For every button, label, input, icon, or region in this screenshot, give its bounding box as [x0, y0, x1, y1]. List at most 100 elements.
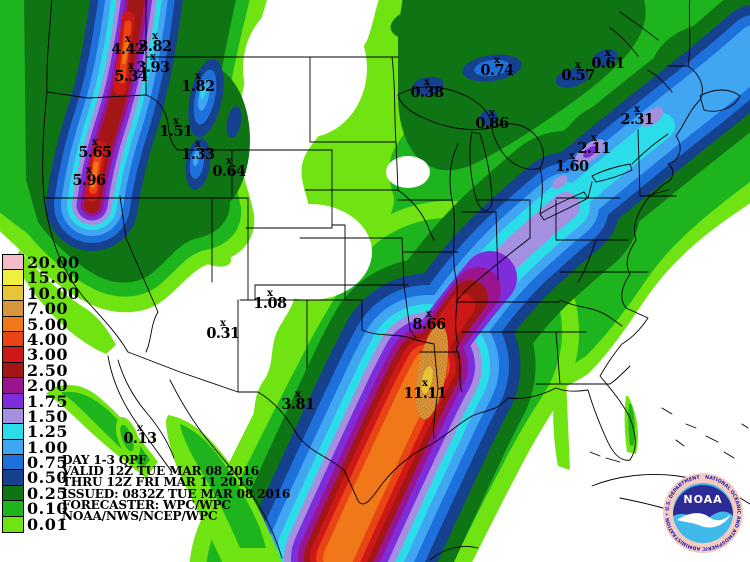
max-point-x-marker: x: [152, 31, 158, 42]
max-point-label: x 11.11: [403, 378, 447, 402]
max-point-label: x 2.11: [577, 133, 611, 156]
max-point-value: 1.33: [181, 146, 215, 163]
max-point-label: x 0.57: [561, 60, 595, 84]
max-point-label: x 5.96: [72, 165, 106, 189]
max-point-value: 1.82: [181, 78, 215, 95]
legend-value: 2.50: [27, 360, 68, 380]
max-point-x-marker: x: [575, 60, 581, 71]
legend-value: 1.00: [27, 437, 68, 457]
max-point-value: 0.38: [410, 84, 444, 101]
max-point-label: x 4.42: [111, 34, 145, 58]
max-point-value: 1.08: [253, 295, 287, 312]
max-point-value: 0.13: [123, 430, 157, 447]
thru-time: THRU 12Z FRI MAR 11 2016: [62, 474, 254, 490]
noaa-logo: NATIONAL OCEANIC AND ATMOSPHERIC ADMINIS…: [663, 473, 743, 553]
agency-line: NOAA/NWS/NCEP/WPC: [62, 508, 218, 524]
legend-value: 5.00: [27, 314, 68, 334]
max-point-value: 8.66: [412, 316, 446, 333]
max-point-label: x 3.93: [136, 52, 170, 76]
max-point-value: 0.74: [480, 62, 514, 79]
max-point-x-marker: x: [424, 77, 430, 88]
max-point-value: 0.57: [561, 67, 595, 84]
max-point-x-marker: x: [267, 288, 273, 299]
max-point-x-marker: x: [173, 116, 179, 127]
max-point-label: x 1.60: [555, 151, 589, 175]
legend-value: 2.00: [27, 376, 68, 396]
legend-value: 1.75: [27, 391, 68, 411]
max-point-label: x 1.51: [159, 116, 193, 140]
noaa-logo-acronym: NOAA: [683, 493, 722, 506]
legend-value: 0.10: [27, 499, 68, 519]
max-point-label: x 0.74: [480, 55, 514, 79]
max-point-label: x 0.64: [212, 156, 246, 180]
max-point-label: x 1.82: [181, 71, 215, 95]
max-point-x-marker: x: [489, 108, 495, 119]
qpf-10in-core: [421, 366, 433, 394]
max-point-value: 0.61: [591, 55, 625, 72]
precip-field-west: [0, 0, 268, 354]
product-title: DAY 1-3 QPF: [62, 452, 147, 467]
max-point-value: 0.31: [206, 325, 240, 342]
legend-value: 0.50: [27, 468, 68, 488]
max-point-value: 1.51: [159, 123, 193, 140]
max-point-x-marker: x: [86, 165, 92, 176]
legend-swatch: [2, 515, 24, 534]
max-point-label: x 0.86: [475, 108, 509, 131]
max-point-x-marker: x: [150, 52, 156, 63]
max-point-x-marker: x: [128, 61, 134, 72]
legend-value: 1.50: [27, 406, 68, 426]
max-point-value: 0.64: [212, 163, 246, 180]
max-point-value: 1.60: [555, 158, 589, 175]
max-point-x-marker: x: [422, 378, 428, 389]
max-point-value: 2.31: [620, 111, 654, 128]
noaa-logo-sky: [673, 485, 733, 520]
max-point-x-marker: x: [494, 55, 500, 66]
max-point-x-marker: x: [220, 318, 226, 329]
legend-value: 3.00: [27, 345, 68, 365]
max-point-value: 3.93: [136, 59, 170, 76]
forecaster-line: FORECASTER: WPC/WPC: [62, 496, 231, 512]
max-point-value: 11.11: [403, 385, 447, 402]
max-point-x-marker: x: [295, 389, 301, 400]
max-point-x-marker: x: [226, 156, 232, 167]
precip-field-east: [46, 0, 750, 562]
max-point-x-marker: x: [569, 151, 575, 162]
max-point-label: x 0.61: [591, 48, 625, 72]
max-point-value: 3.81: [281, 396, 315, 413]
midwest-precip-spots: [412, 49, 664, 189]
max-point-value: 5.34: [114, 68, 148, 85]
dry-areas: [243, 0, 430, 300]
legend-value: 10.00: [27, 283, 80, 303]
max-point-value: 4.42: [111, 41, 145, 58]
max-point-value: 5.96: [72, 172, 106, 189]
product-info-block: DAY 1-3 QPF VALID 12Z TUE MAR 08 2016 TH…: [62, 452, 297, 524]
legend-value: 20.00: [27, 253, 80, 272]
max-point-label: x 0.13: [123, 424, 157, 447]
max-point-x-marker: x: [195, 139, 201, 150]
legend-value: 7.00: [27, 299, 68, 319]
max-point-x-marker: x: [195, 71, 201, 82]
idaho-precip-patches: [185, 58, 242, 190]
legend-value: 1.25: [27, 422, 68, 442]
max-point-label: x 0.31: [206, 318, 240, 342]
legend-value: 4.00: [27, 329, 68, 349]
max-point-x-marker: x: [605, 48, 611, 59]
noaa-logo-gull: [677, 513, 731, 528]
max-point-x-marker: x: [92, 137, 98, 148]
florida-mexico-patches: [46, 372, 639, 562]
max-point-label: x 3.81: [281, 389, 315, 413]
max-point-x-marker: x: [634, 104, 640, 115]
legend-value: 0.01: [27, 514, 68, 534]
max-point-value: 3.82: [138, 38, 172, 55]
max-point-label: x 1.08: [253, 288, 287, 312]
valid-time: VALID 12Z TUE MAR 08 2016: [62, 463, 259, 479]
max-point-label: x 1.33: [181, 139, 215, 163]
max-point-x-marker: x: [125, 34, 131, 45]
max-point-x-marker: x: [591, 133, 597, 144]
legend-value: 0.25: [27, 483, 68, 503]
legend-value: 0.75: [27, 453, 68, 473]
max-point-x-marker: x: [426, 309, 432, 320]
max-point-label: x 8.66: [412, 309, 446, 333]
